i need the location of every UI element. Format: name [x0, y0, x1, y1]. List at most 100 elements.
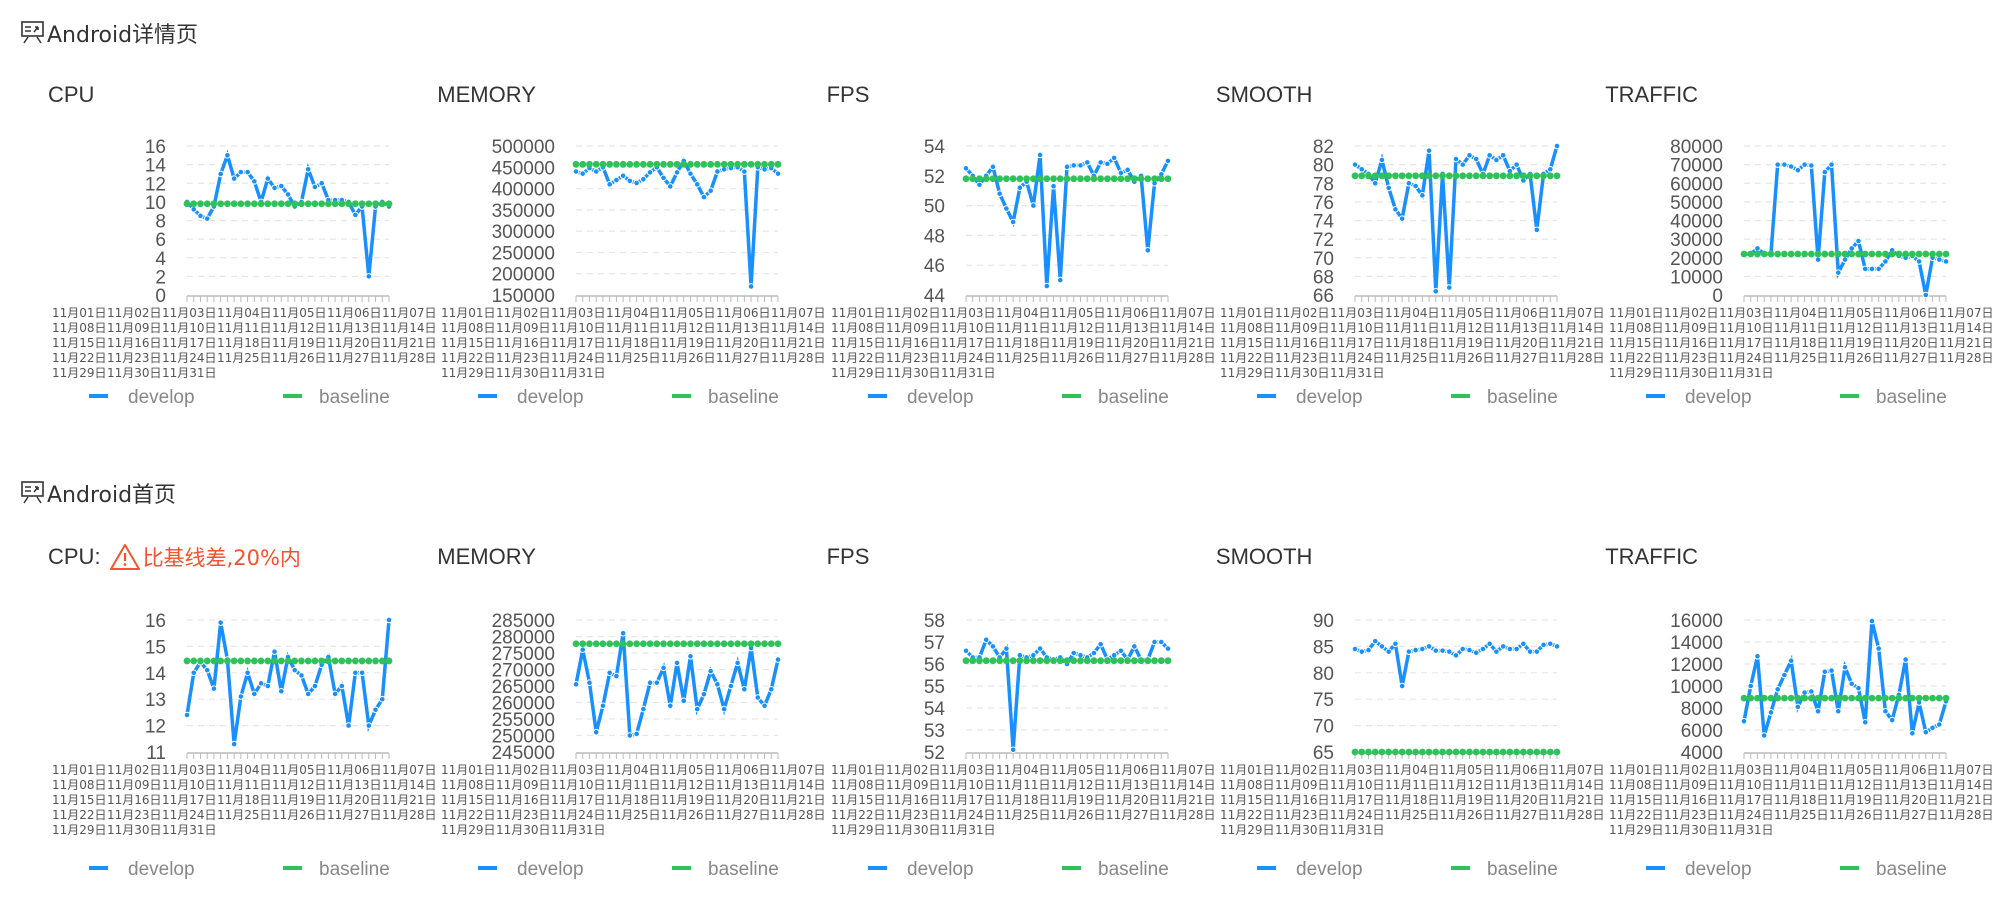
baseline-point: [1143, 175, 1151, 183]
baseline-point: [1936, 250, 1943, 258]
x-tick-label: 11月27日: [716, 808, 771, 822]
y-tick-label: 4000: [1681, 743, 1723, 764]
develop-point: [673, 169, 681, 176]
baseline-point: [1378, 172, 1386, 180]
baseline-point: [982, 657, 990, 665]
x-tick-label: 11月13日: [716, 778, 771, 792]
x-tick-label: 11月19日: [272, 793, 327, 807]
baseline-point: [1164, 657, 1171, 665]
x-tick-label: 11月02日: [496, 763, 551, 777]
baseline-point: [1351, 172, 1359, 180]
y-tick-label: 400000: [492, 180, 555, 201]
develop-point: [251, 178, 258, 185]
x-tick-label: 11月31日: [551, 823, 606, 837]
develop-point: [210, 685, 218, 692]
legend-baseline-label: baseline: [1098, 387, 1169, 408]
x-tick-label: 11月11日: [606, 321, 661, 335]
develop-point: [1398, 215, 1406, 222]
develop-point: [277, 182, 285, 190]
y-tick-label: 85: [1313, 637, 1334, 658]
baseline-point: [1150, 175, 1158, 183]
baseline-point: [1445, 748, 1453, 756]
x-tick-label: 11月15日: [1220, 336, 1275, 350]
chart-panel-smooth: SMOOTH 66 68 70 72 74 76 78 80 82 11月01日 11月02日 11月0…: [1216, 80, 1606, 420]
x-tick-label: 11月04日: [606, 306, 661, 320]
baseline-point: [1472, 172, 1480, 180]
baseline-point: [1425, 172, 1433, 180]
baseline-point: [1143, 657, 1151, 665]
x-tick-label: 11月20日: [1106, 336, 1161, 350]
x-tick-label: 11月18日: [606, 336, 661, 350]
x-tick-label: 11月13日: [1495, 778, 1550, 792]
x-tick-label: 11月01日: [1609, 763, 1664, 777]
develop-point: [1553, 142, 1561, 150]
x-tick-label: 11月31日: [551, 366, 606, 380]
baseline-point: [372, 657, 379, 665]
baseline-point: [244, 200, 252, 208]
baseline-point: [1740, 250, 1748, 258]
develop-point: [1835, 708, 1842, 715]
develop-point: [217, 170, 224, 178]
x-tick-label: 11月11日: [996, 778, 1051, 792]
baseline-point: [1398, 748, 1406, 756]
x-tick-label: 11月21日: [1161, 336, 1216, 350]
develop-point: [1130, 643, 1138, 650]
y-tick-label: 46: [923, 256, 944, 277]
y-tick-label: 80000: [1670, 137, 1723, 158]
develop-point: [1432, 647, 1439, 654]
baseline-point: [1103, 657, 1111, 665]
develop-point: [385, 616, 393, 624]
develop-point: [1479, 645, 1487, 653]
x-tick-label: 11月24日: [941, 808, 996, 822]
x-tick-label: 11月26日: [1829, 351, 1884, 365]
x-tick-label: 11月30日: [496, 823, 551, 837]
x-tick-label: 11月29日: [441, 823, 496, 837]
baseline-point: [707, 640, 715, 648]
x-tick-label: 11月24日: [162, 351, 217, 365]
x-tick-label: 11月21日: [771, 793, 826, 807]
baseline-point: [1841, 694, 1849, 702]
x-tick-label: 11月23日: [1275, 351, 1330, 365]
develop-point: [593, 728, 600, 736]
baseline-point: [586, 640, 594, 648]
baseline-point: [331, 200, 339, 208]
develop-point: [1814, 256, 1822, 263]
baseline-point: [1123, 657, 1131, 665]
develop-point: [1472, 649, 1480, 657]
x-tick-label: 11月30日: [1664, 366, 1719, 380]
baseline-point: [1472, 748, 1480, 756]
x-tick-label: 11月01日: [831, 763, 886, 777]
develop-point: [1841, 256, 1849, 263]
baseline-point: [224, 657, 231, 665]
x-tick-label: 11月27日: [1884, 351, 1939, 365]
develop-point: [1533, 226, 1540, 234]
chart-panel-fps: FPS 44 46 48 50 52 54 11月01日 11月02日 11月03日 11月04日 1…: [827, 80, 1217, 420]
baseline-point: [1452, 748, 1460, 756]
baseline-point: [1029, 175, 1037, 183]
baseline-point: [586, 160, 594, 168]
develop-point: [667, 183, 674, 190]
baseline-point: [1754, 694, 1762, 702]
x-tick-label: 11月15日: [831, 793, 886, 807]
develop-point: [190, 669, 198, 677]
baseline-point: [257, 200, 265, 208]
x-tick-label: 11月21日: [1939, 793, 1994, 807]
chart-panel-fps: FPS 52 53 54 55 56 57 58 11月01日 11月02日 11月03日 11月04…: [827, 542, 1217, 882]
baseline-point: [626, 640, 634, 648]
baseline-point: [183, 657, 191, 665]
baseline-point: [210, 657, 218, 665]
x-tick-label: 11月09日: [107, 321, 162, 335]
baseline-point: [1747, 250, 1755, 258]
baseline-point: [1915, 250, 1923, 258]
baseline-point: [365, 200, 373, 208]
develop-point: [586, 679, 594, 686]
x-tick-label: 11月10日: [551, 778, 606, 792]
baseline-point: [325, 657, 332, 665]
develop-point: [203, 666, 211, 674]
x-tick-label: 11月02日: [886, 763, 941, 777]
chart-title: FPS: [827, 80, 870, 110]
baseline-point: [680, 640, 688, 648]
develop-point: [1412, 646, 1419, 654]
